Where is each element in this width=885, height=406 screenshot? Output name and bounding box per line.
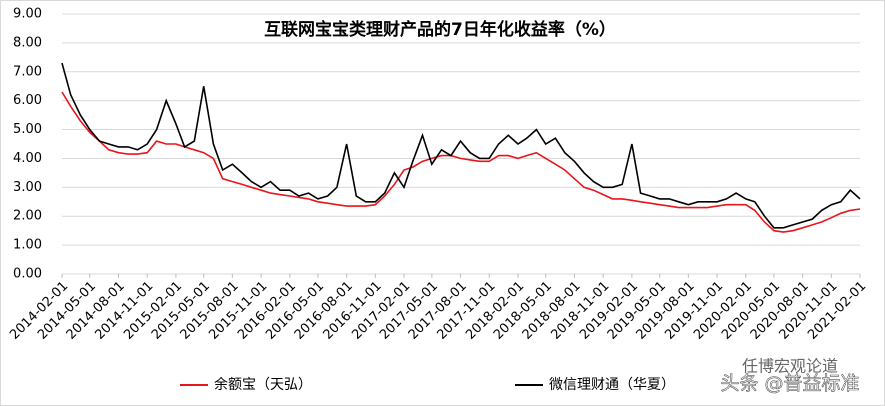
y-tick-label: 3.00 xyxy=(13,180,42,195)
y-tick-label: 4.00 xyxy=(13,151,42,166)
series-line xyxy=(61,91,861,233)
watermark: 任博宏观论道 xyxy=(742,357,838,376)
y-tick-label: 2.00 xyxy=(13,209,42,224)
y-tick-label: 1.00 xyxy=(13,238,42,253)
y-tick-label: 7.00 xyxy=(13,64,42,79)
y-tick-label: 8.00 xyxy=(13,35,42,50)
series-line xyxy=(61,62,861,229)
legend-label: 微信理财通（华夏） xyxy=(549,377,675,393)
y-tick-label: 5.00 xyxy=(13,122,42,137)
chart-title: 互联网宝宝类理财产品的7日年化收益率（%） xyxy=(264,19,616,40)
y-tick-label: 0.00 xyxy=(13,267,42,282)
watermark: 头条 @普益标准 xyxy=(720,373,859,395)
y-tick-label: 9.00 xyxy=(13,7,42,22)
y-tick-label: 6.00 xyxy=(13,93,42,108)
legend-label: 余额宝（天弘） xyxy=(214,376,312,393)
